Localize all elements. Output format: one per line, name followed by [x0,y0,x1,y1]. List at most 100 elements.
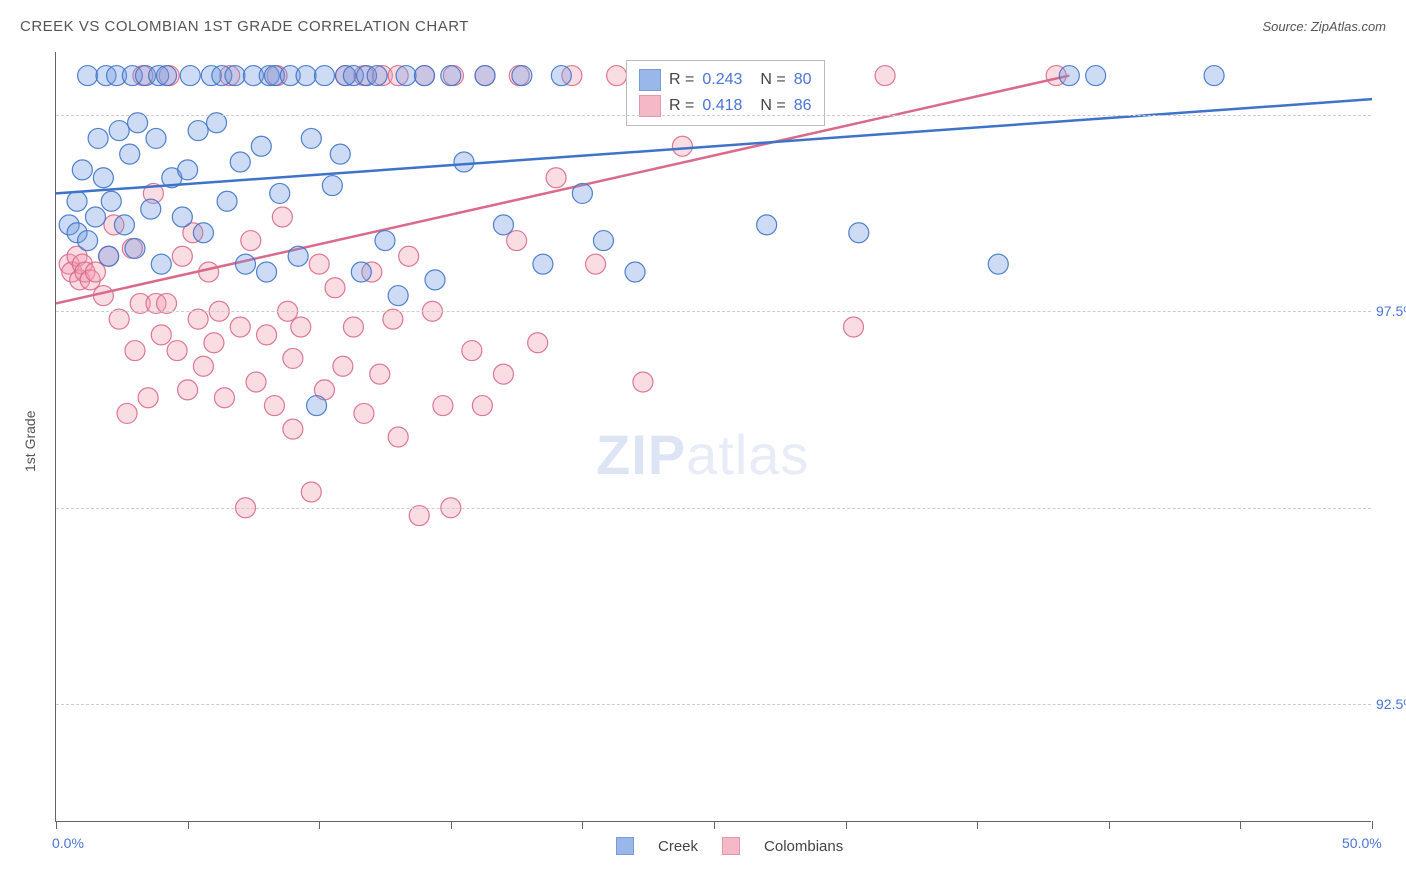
x-tick [1240,821,1241,829]
data-point [625,262,645,282]
swatch-creek [639,69,661,91]
x-tick [714,821,715,829]
data-point [330,144,350,164]
data-point [270,183,290,203]
data-point [88,128,108,148]
data-point [141,199,161,219]
data-point [875,66,895,86]
data-point [296,66,316,86]
data-point [441,66,461,86]
data-point [125,341,145,361]
data-point [533,254,553,274]
data-point [454,152,474,172]
correlation-box: R = 0.243 N = 80 R = 0.418 N = 86 [626,60,825,126]
data-point [199,262,219,282]
data-point [425,270,445,290]
data-point [93,168,113,188]
data-point [301,128,321,148]
x-tick [319,821,320,829]
corr-r-colombians: 0.418 [702,97,742,115]
x-tick [1109,821,1110,829]
data-point [264,396,284,416]
data-point [414,66,434,86]
data-point [988,254,1008,274]
data-point [375,231,395,251]
data-point [138,388,158,408]
data-point [230,317,250,337]
trend-line [56,76,1069,304]
data-point [101,191,121,211]
x-tick [846,821,847,829]
scatter-svg [56,52,1372,822]
y-tick-label: 97.5% [1376,303,1406,319]
data-point [301,482,321,502]
data-point [849,223,869,243]
data-point [99,246,119,266]
data-point [462,341,482,361]
data-point [672,136,692,156]
data-point [633,372,653,392]
legend-label-colombians: Colombians [764,838,843,855]
legend-swatch-creek [616,837,634,855]
data-point [1204,66,1224,86]
data-point [388,286,408,306]
corr-n-colombians: 86 [794,97,812,115]
data-point [67,191,87,211]
y-axis-label: 1st Grade [22,411,38,472]
data-point [433,396,453,416]
data-point [204,333,224,353]
data-point [475,66,495,86]
data-point [178,380,198,400]
data-point [272,207,292,227]
data-point [512,66,532,86]
gridline [56,311,1371,312]
x-tick-label: 50.0% [1342,835,1382,851]
data-point [193,356,213,376]
data-point [325,278,345,298]
data-point [125,238,145,258]
data-point [1059,66,1079,86]
data-point [193,223,213,243]
data-point [167,341,187,361]
data-point [85,207,105,227]
data-point [120,144,140,164]
data-point [172,207,192,227]
legend-swatch-colombians [722,837,740,855]
x-tick [977,821,978,829]
x-tick [451,821,452,829]
data-point [307,396,327,416]
data-point [1086,66,1106,86]
data-point [72,160,92,180]
data-point [472,396,492,416]
gridline [56,704,1371,705]
swatch-colombians [639,95,661,117]
data-point [178,160,198,180]
data-point [85,262,105,282]
data-point [493,364,513,384]
data-point [291,317,311,337]
data-point [241,231,261,251]
x-tick [56,821,57,829]
data-point [507,231,527,251]
source-label: Source: ZipAtlas.com [1262,19,1386,34]
data-point [388,427,408,447]
data-point [117,403,137,423]
data-point [283,419,303,439]
data-point [188,121,208,141]
title-row: CREEK VS COLOMBIAN 1ST GRADE CORRELATION… [20,18,1386,35]
data-point [225,66,245,86]
data-point [551,66,571,86]
data-point [151,325,171,345]
data-point [314,66,334,86]
data-point [572,183,592,203]
data-point [217,191,237,211]
corr-r-label: R = [669,71,694,89]
x-tick [582,821,583,829]
data-point [151,254,171,274]
corr-r-creek: 0.243 [702,71,742,89]
x-tick [1372,821,1373,829]
data-point [180,66,200,86]
data-point [354,403,374,423]
data-point [109,121,129,141]
data-point [370,364,390,384]
